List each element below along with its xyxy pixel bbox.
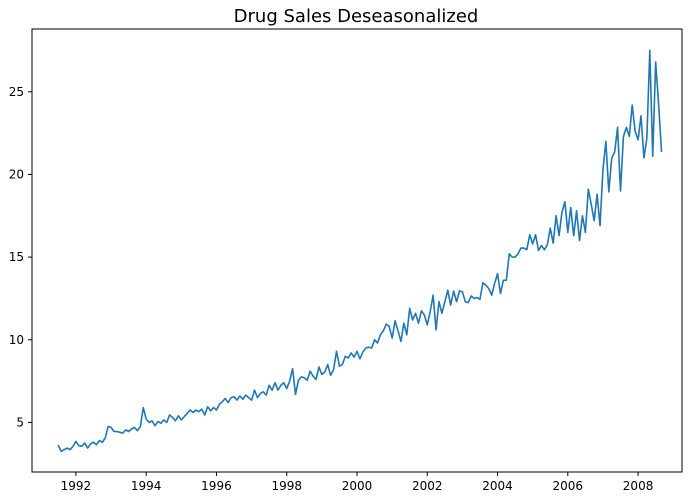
y-tick-label: 20 — [9, 167, 24, 181]
x-axis: 1992 1994 1996 1998 2000 2002 2004 2006 2008 — [61, 472, 654, 493]
y-tick-label: 15 — [9, 250, 24, 264]
x-tick-label: 2008 — [623, 479, 654, 493]
x-tick-label: 1996 — [201, 479, 232, 493]
x-tick-label: 2006 — [553, 479, 584, 493]
x-tick-label: 2000 — [342, 479, 373, 493]
y-tick-label: 5 — [16, 415, 24, 429]
y-axis: 5 10 15 20 25 — [9, 85, 32, 429]
x-tick-label: 1992 — [61, 479, 92, 493]
x-tick-label: 2002 — [412, 479, 443, 493]
x-tick-label: 1994 — [131, 479, 162, 493]
plot-area-frame — [31, 28, 683, 473]
x-tick-label: 2004 — [482, 479, 513, 493]
y-tick-label: 10 — [9, 333, 24, 347]
y-tick-label: 25 — [9, 85, 24, 99]
series-line-drug-sales — [57, 49, 663, 453]
series-layer — [57, 49, 663, 453]
x-tick-label: 1998 — [271, 479, 302, 493]
chart-title: Drug Sales Deseasonalized — [234, 6, 479, 27]
